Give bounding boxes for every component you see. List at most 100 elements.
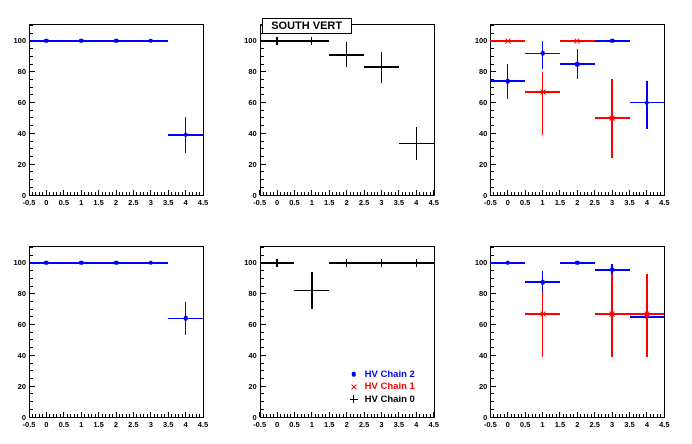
x-axis-tick (380, 412, 382, 417)
x-axis-tick (167, 190, 169, 195)
x-tick-label: 3 (610, 420, 615, 429)
x-axis-tick (185, 412, 187, 417)
y-axis-tick (30, 247, 33, 249)
y-axis-tick (30, 277, 33, 279)
x-axis-tick (531, 414, 533, 417)
data-point-marker (643, 310, 650, 317)
x-tick-label: -0.5 (253, 198, 267, 207)
x-axis-tick (611, 190, 613, 195)
x-axis-tick (653, 414, 655, 417)
x-axis-tick (629, 412, 631, 417)
x-axis-tick (500, 192, 502, 195)
x-axis-tick (52, 414, 54, 417)
x-axis-tick (394, 414, 396, 417)
x-tick-label: 3.5 (162, 198, 174, 207)
legend-item: HV Chain 1 (347, 381, 415, 394)
y-axis-tick (30, 370, 33, 372)
x-axis-tick (538, 192, 540, 195)
x-axis-tick (342, 414, 344, 417)
x-tick-label: 0.5 (519, 420, 531, 429)
x-axis-tick (367, 192, 369, 195)
x-axis-tick (500, 414, 502, 417)
plot-frame (490, 24, 666, 196)
x-tick-label: -0.5 (22, 420, 36, 429)
y-axis-tick (491, 32, 495, 34)
y-axis-tick (491, 324, 497, 326)
x-axis-tick (160, 414, 162, 417)
panel-top-right: -0.5 0 0.5 1 1.5 2 2.5 3 3.5 4 4.5 0 20 40 60 80 100 (461, 0, 692, 222)
y-axis-tick (30, 71, 35, 73)
x-axis-tick (524, 190, 526, 195)
x-axis-tick (56, 192, 58, 195)
x-axis-tick (332, 414, 334, 417)
x-axis-tick (639, 192, 641, 195)
x-axis-tick (580, 192, 582, 195)
legend-marker-cell (347, 393, 361, 405)
x-axis-tick (503, 192, 505, 195)
x-axis-tick (510, 192, 512, 195)
x-axis-tick (269, 414, 271, 417)
x-axis-tick (280, 414, 282, 417)
y-tick-label: 100 (474, 36, 488, 46)
error-bar-vertical (541, 292, 544, 357)
x-tick-label: 4 (183, 420, 188, 429)
y-axis-tick (260, 102, 266, 104)
y-axis-tick (491, 285, 495, 287)
x-axis-tick (363, 412, 365, 417)
y-axis-tick (30, 385, 35, 387)
x-axis-tick (531, 192, 533, 195)
x-tick-label: 4.5 (659, 420, 670, 429)
y-axis-tick (260, 347, 264, 349)
x-axis-tick (45, 412, 47, 417)
x-axis-tick (618, 414, 620, 417)
x-axis-tick (405, 192, 407, 195)
x-axis-tick (433, 190, 435, 195)
x-axis-tick (266, 192, 268, 195)
y-axis-tick (30, 308, 33, 310)
x-axis-tick (635, 414, 637, 417)
x-axis-tick (405, 414, 407, 417)
data-point-marker (342, 258, 351, 267)
x-tick-label: 1.5 (93, 198, 104, 207)
x-axis-tick (608, 192, 610, 195)
x-axis-tick (143, 192, 145, 195)
x-axis-tick (391, 192, 393, 195)
x-axis-tick (373, 414, 375, 417)
x-axis-tick (52, 192, 54, 195)
x-axis-tick (101, 192, 103, 195)
x-axis-tick (59, 414, 61, 417)
data-point-marker (505, 78, 510, 84)
x-axis-tick (649, 414, 651, 417)
x-axis-tick (66, 192, 68, 195)
y-tick-label: 60 (478, 320, 488, 330)
data-point-marker (44, 260, 49, 266)
y-tick-label: 20 (478, 159, 488, 169)
data-point-marker (377, 63, 386, 72)
x-axis-tick (56, 414, 58, 417)
plus-icon (349, 395, 358, 404)
x-axis-tick (625, 192, 627, 195)
x-axis-tick (84, 414, 86, 417)
y-axis-tick (491, 109, 495, 111)
x-axis-tick (507, 190, 509, 195)
x-tick-label: 0.5 (58, 420, 70, 429)
x-axis-tick (635, 192, 637, 195)
y-axis-tick (491, 293, 497, 295)
y-axis-tick (260, 179, 264, 181)
y-axis-tick (260, 194, 266, 196)
y-axis-tick (260, 155, 264, 157)
x-axis-tick (426, 192, 428, 195)
x-axis-tick (307, 192, 309, 195)
x-tick-label: 2.5 (358, 198, 370, 207)
y-axis-tick (491, 416, 497, 418)
x-axis-tick (408, 414, 410, 417)
plot-frame (259, 246, 435, 418)
x-axis-tick (70, 192, 72, 195)
x-axis-tick (38, 414, 40, 417)
y-tick-label: 20 (248, 381, 257, 391)
y-axis-tick (30, 32, 33, 34)
y-axis-tick (30, 339, 33, 341)
y-axis-tick (491, 25, 495, 27)
y-axis-tick (260, 171, 264, 173)
x-axis-tick (514, 414, 516, 417)
